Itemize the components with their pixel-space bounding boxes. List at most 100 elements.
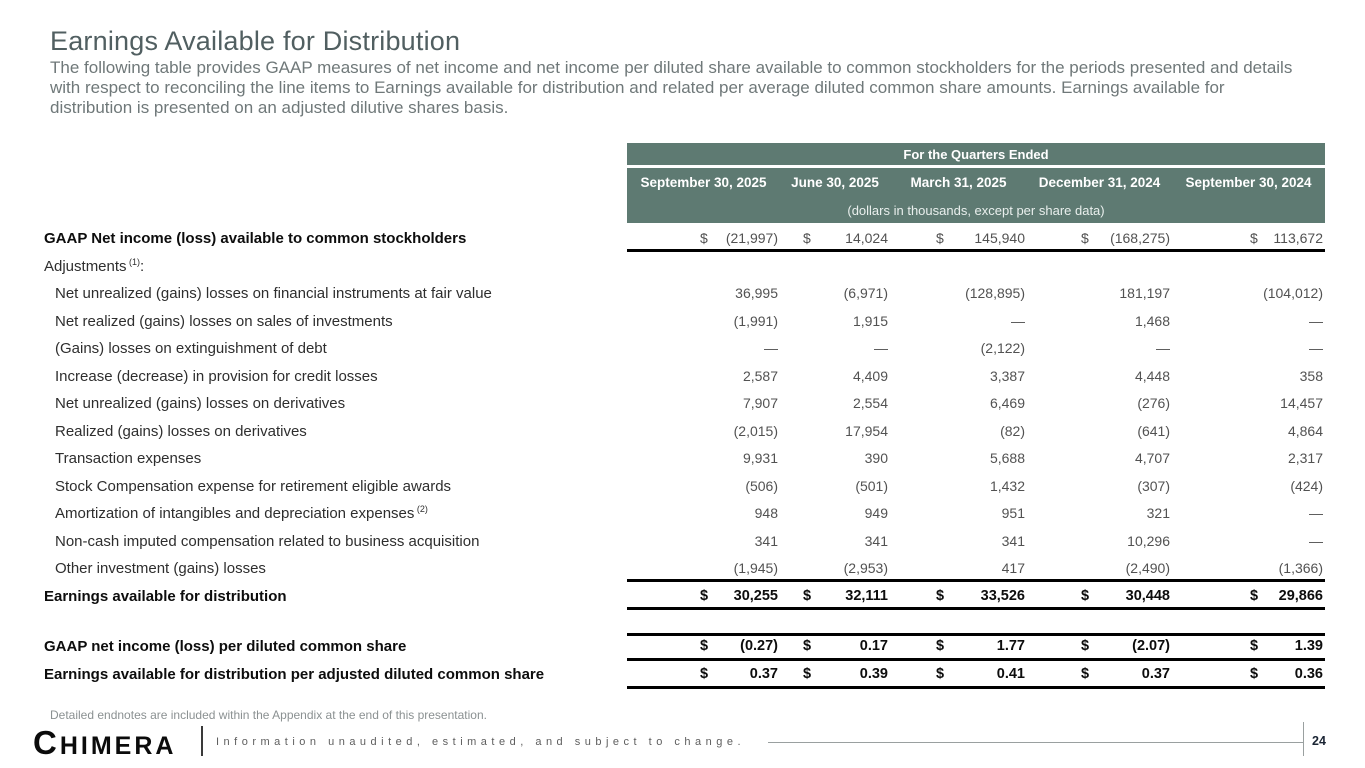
cell-value: 341 [864,532,888,549]
row-label: Stock Compensation expense for retiremen… [44,473,627,501]
value-cell: 10,296 [1027,528,1172,556]
value-cell: (424) [1172,473,1325,501]
value-cell: $29,866 [1172,583,1325,611]
value-cell [890,253,1027,281]
value-cell: $0.41 [890,661,1027,689]
table-row: Non-cash imputed compensation related to… [44,528,1325,556]
cell-value: 32,111 [845,587,888,604]
cell-value: 358 [1299,367,1323,384]
cell-value: (1,366) [1278,560,1323,576]
cell-value: — [1309,340,1323,356]
footer-disclaimer: Information unaudited, estimated, and su… [216,736,746,748]
table-row: Net unrealized (gains) losses on financi… [44,280,1325,308]
table-row: Other investment (gains) losses (1,945) (2… [44,555,1325,583]
cell-value: — [1309,312,1323,329]
rule-above-per-share [627,633,1325,636]
table-row: Realized (gains) losses on derivatives (2… [44,418,1325,446]
cell-value: 0.36 [1294,665,1323,682]
cell-value: 949 [864,505,888,521]
dollar-sign: $ [700,230,708,246]
value-cell: $ (168,275) [1027,225,1172,253]
cell-value: 0.41 [996,665,1025,682]
row-label-text: Net unrealized (gains) losses on derivat… [55,395,346,412]
row-label-text: Amortization of intangibles and deprecia… [55,505,415,522]
value-cell: — [1172,528,1325,556]
cell-value: 0.39 [859,665,888,682]
value-cell: 7,907 [627,390,780,418]
row-label-text: Non-cash imputed compensation related to… [55,532,480,550]
value-cell: (2,953) [780,555,890,583]
dollar-sign: $ [700,587,709,604]
column-header: June 30, 2025 [791,175,879,190]
dollar-sign: $ [700,665,709,682]
footnote-superscript: (1) [126,256,141,267]
value-cell: 321 [1027,500,1172,528]
value-cell: (307) [1027,473,1172,501]
cell-value: 4,448 [1134,367,1170,384]
cell-value: 2,587 [742,367,778,384]
table-row: Adjustments (1): [44,253,1325,281]
dollar-sign: $ [1081,587,1090,604]
value-cell: $ (21,997) [627,225,780,253]
cell-value: 3,387 [989,367,1025,384]
row-label: Other investment (gains) losses [44,555,627,583]
cell-value: (2,953) [843,560,888,576]
dollar-sign: $ [700,638,709,654]
value-cell: 341 [890,528,1027,556]
value-cell: — [1172,335,1325,363]
row-label-text: Net realized (gains) losses on sales of … [55,312,393,330]
row-label-text: Earnings available for distribution per … [44,665,545,683]
value-cell: — [890,308,1027,336]
cell-value: 951 [1001,505,1025,521]
value-cell: — [627,335,780,363]
cell-value: (424) [1290,477,1323,494]
value-cell: 17,954 [780,418,890,446]
chimera-logo: CHIMERA [33,724,177,761]
row-label: Transaction expenses [44,445,627,473]
row-label: Net unrealized (gains) losses on financi… [44,280,627,308]
column-header: September 30, 2025 [640,175,767,190]
row-label-text: Earnings available for distribution [44,587,287,605]
value-cell: 341 [627,528,780,556]
value-cell: — [780,335,890,363]
cell-value: (2,490) [1125,560,1170,576]
cell-value: 113,672 [1273,230,1323,246]
value-cell: $0.37 [1027,661,1172,689]
value-cell: — [1172,500,1325,528]
cell-value: (307) [1137,477,1170,494]
value-cell: (2,015) [627,418,780,446]
cell-value: 10,296 [1127,532,1170,549]
cell-value: 341 [754,532,778,549]
value-cell: 4,864 [1172,418,1325,446]
row-label-text: Realized (gains) losses on derivatives [55,422,307,440]
value-cell: (506) [627,473,780,501]
page-number: 24 [1312,734,1326,748]
table-row: Transaction expenses 9,931 390 5,688 4,707 2,… [44,445,1325,473]
value-cell: $ (0.27) [627,633,780,661]
table-row: (Gains) losses on extinguishment of debt… [44,335,1325,363]
value-cell: (2,122) [890,335,1027,363]
value-cell: $145,940 [890,225,1027,253]
dollar-sign: $ [1081,638,1090,654]
cell-value: 30,448 [1125,587,1170,604]
value-cell [1027,253,1172,281]
value-cell: 14,457 [1172,390,1325,418]
row-label: Amortization of intangibles and deprecia… [44,500,627,528]
row-label: Adjustments (1): [44,253,627,281]
value-cell: 4,448 [1027,363,1172,391]
row-label: Net unrealized (gains) losses on derivat… [44,390,627,418]
row-label-text: (Gains) losses on extinguishment of debt [55,340,327,357]
endnotes-reference: Detailed endnotes are included within th… [50,708,487,722]
cell-value: (641) [1137,422,1170,439]
dollar-sign: $ [936,665,945,682]
cell-value: 0.17 [859,638,888,654]
dollar-sign: $ [803,665,812,682]
row-label-text: Other investment (gains) losses [55,560,266,577]
cell-value: 2,317 [1287,450,1323,466]
cell-value: (506) [745,477,778,494]
table-row: Net realized (gains) losses on sales of … [44,308,1325,336]
cell-value: 2,554 [852,395,888,411]
value-cell: (104,012) [1172,280,1325,308]
cell-value: 6,469 [989,395,1025,411]
value-cell: 9,931 [627,445,780,473]
